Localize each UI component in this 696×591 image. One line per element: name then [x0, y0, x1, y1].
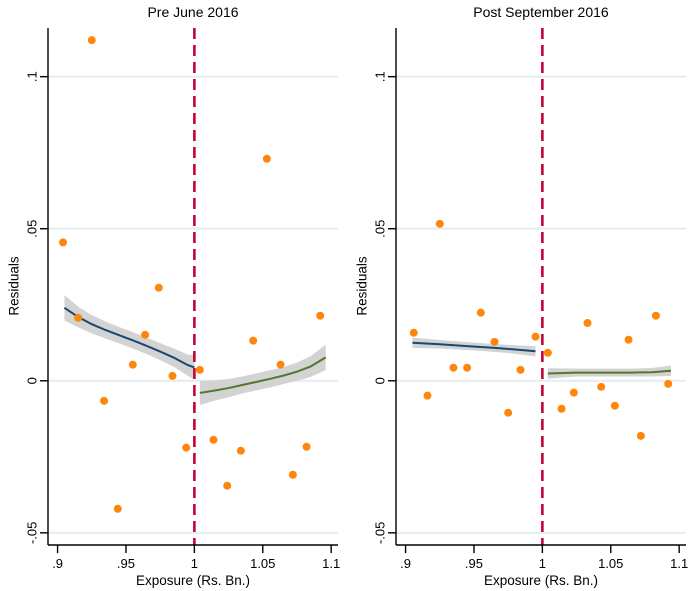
- scatter-point: [476, 308, 485, 317]
- scatter-point: [182, 443, 191, 452]
- y-tick-label: .1: [372, 71, 387, 82]
- scatter-point: [636, 431, 645, 440]
- y-tick-label: .1: [24, 71, 39, 82]
- x-tick-label: 1: [539, 556, 546, 571]
- scatter-point: [557, 404, 566, 413]
- scatter-point: [209, 435, 218, 444]
- scatter-point: [288, 470, 297, 479]
- scatter-point: [435, 219, 444, 228]
- scatter-point: [195, 365, 204, 374]
- scatter-point: [302, 442, 311, 451]
- scatter-point: [490, 337, 499, 346]
- scatter-point: [276, 360, 285, 369]
- panel-post-september-2016: Post September 2016 Residuals -.05 0.05.1…: [348, 0, 696, 591]
- scatter-point: [583, 318, 592, 327]
- x-axis-title-pre: Exposure (Rs. Bn.): [135, 573, 251, 588]
- scatter-point: [316, 311, 325, 320]
- y-tick-label: 0: [24, 377, 39, 384]
- x-tick-label: 1.1: [670, 556, 688, 571]
- fit-line-post: [199, 356, 327, 394]
- scatter-point: [113, 504, 122, 513]
- chart-pre-june: -.05 0 .05 .1 .9 .95 1 1.05 1.1: [24, 28, 340, 571]
- scatter-point: [423, 391, 432, 400]
- scatter-point: [610, 401, 619, 410]
- fit-line-post: [547, 369, 672, 375]
- x-tick-label: 1.05: [250, 556, 275, 571]
- x-tick-label: 1.1: [322, 556, 340, 571]
- scatter-point: [504, 408, 513, 417]
- scatter-point: [141, 330, 150, 339]
- fit-line-pre: [63, 306, 195, 369]
- scatter-point: [597, 382, 606, 391]
- scatter-point: [249, 336, 258, 345]
- confidence-band-post: [199, 344, 326, 406]
- x-tick-label: .9: [52, 556, 63, 571]
- x-tick-label: 1: [191, 556, 198, 571]
- x-tick-label: .9: [400, 556, 411, 571]
- scatter-point: [463, 363, 472, 372]
- chart-post-september: -.05 0 .05 .1 .9 .95 1 1.05 1.1: [372, 28, 688, 571]
- y-tick-label: -.05: [372, 522, 387, 544]
- scatter-point: [449, 363, 458, 372]
- scatter-point: [154, 283, 163, 292]
- scatter-point: [569, 388, 578, 397]
- x-tick-label: .95: [117, 556, 135, 571]
- panel-title-pre: Pre June 2016: [147, 4, 239, 20]
- panel-title-post: Post September 2016: [473, 4, 609, 20]
- scatter-point: [531, 332, 540, 341]
- scatter-point: [262, 154, 271, 163]
- scatter-point: [100, 396, 109, 405]
- scatter-point: [651, 311, 660, 320]
- scatter-point: [74, 313, 83, 322]
- y-tick-label: .05: [24, 220, 39, 238]
- scatter-point: [236, 446, 245, 455]
- scatter-point: [168, 371, 177, 380]
- scatter-point: [223, 481, 232, 490]
- y-tick-label: -.05: [24, 522, 39, 544]
- scatter-point: [664, 379, 673, 388]
- fit-line-pre: [412, 341, 536, 353]
- confidence-band-pre: [64, 295, 195, 380]
- scatter-point: [128, 360, 137, 369]
- panel-pre-june-2016: Pre June 2016 Residuals -.05 0.05.1.9.95 1…: [7, 4, 341, 588]
- y-tick-label: .05: [372, 220, 387, 238]
- scatter-point: [516, 365, 525, 374]
- y-tick-label: 0: [372, 377, 387, 384]
- scatter-point: [59, 238, 68, 247]
- scatter-point: [409, 328, 418, 337]
- scatter-point: [624, 335, 633, 344]
- scatter-point: [87, 36, 96, 45]
- scatter-point: [543, 348, 552, 357]
- x-tick-label: 1.05: [598, 556, 623, 571]
- x-tick-label: .95: [465, 556, 483, 571]
- x-axis-title-post: Exposure (Rs. Bn.): [483, 573, 599, 588]
